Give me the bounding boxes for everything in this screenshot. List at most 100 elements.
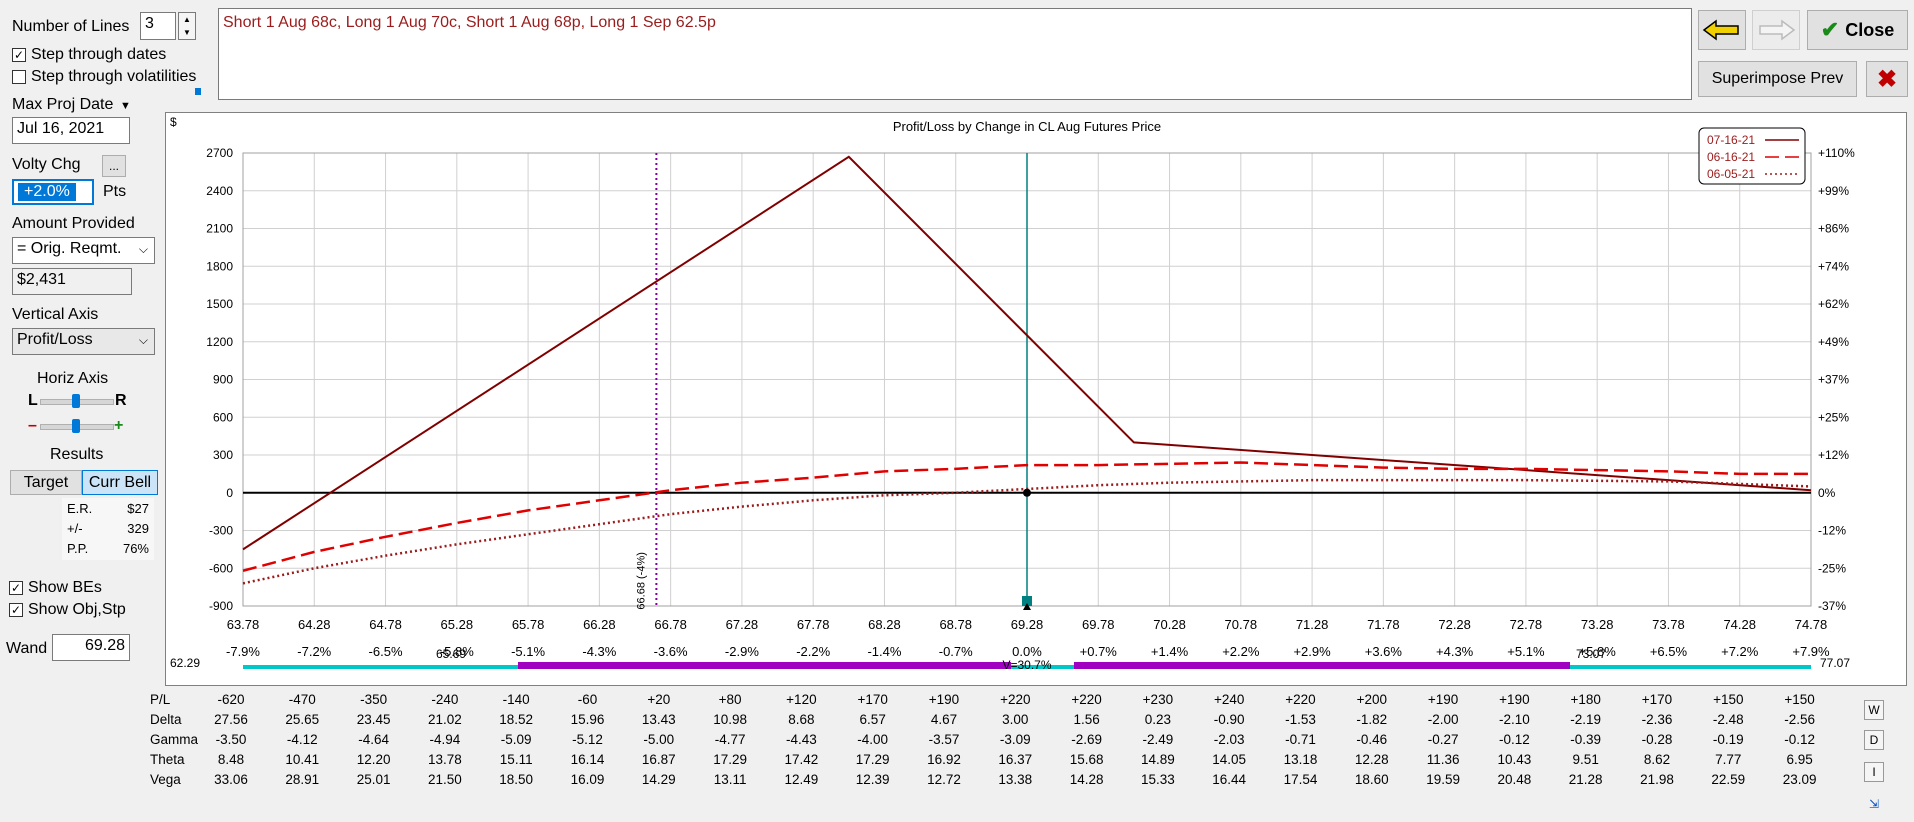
y2-tick-label: -25% [1818,561,1846,575]
table-cell: 23.45 [356,712,391,727]
slider-thumb[interactable] [72,419,80,433]
side-button-i[interactable]: I [1864,762,1884,782]
table-cell: -4.43 [786,732,817,747]
table-cell: 15.96 [570,712,605,727]
amount-select[interactable]: = Orig. Reqmt. ⌵ [12,237,155,264]
amount-value: $2,431 [12,268,132,295]
x-tick-label: 71.78 [1367,617,1400,632]
table-cell: -3.57 [928,732,960,747]
table-cell: 3.00 [1002,712,1029,727]
series-line-06-16-21 [242,461,1811,572]
x-pct-tick-label: -7.2% [297,644,331,659]
x-pct-tick-label: -3.6% [654,644,688,659]
table-cell: -140 [502,692,530,707]
y-tick-label: 2700 [206,146,233,160]
x-tick-label: 66.78 [654,617,687,632]
show-obj-checkbox[interactable]: ✓ [9,603,23,617]
y2-tick-label: -12% [1818,524,1846,538]
close-button[interactable]: ✔ Close [1807,10,1908,50]
x-tick-label: 73.28 [1581,617,1614,632]
y2-tick-label: +25% [1818,410,1849,424]
table-cell: +240 [1213,692,1245,707]
step-dates-checkbox[interactable]: ✓ [12,48,26,62]
table-cell: 28.91 [285,772,320,787]
er-value: $27 [127,501,149,516]
table-cell: 12.20 [356,752,391,767]
table-cell: 13.11 [713,772,747,787]
back-button[interactable] [1698,10,1746,50]
table-cell: -2.56 [1784,712,1815,727]
x-pct-tick-label: +6.5% [1650,644,1688,659]
breakeven-label: 66.68 (-4%) [635,552,647,609]
table-cell: 16.37 [998,752,1033,767]
table-cell: +150 [1713,692,1744,707]
chevron-down-icon: ⌵ [138,242,148,256]
y-tick-label: 2400 [206,184,233,198]
superimpose-prev-button[interactable]: Superimpose Prev [1698,61,1857,97]
resize-handle[interactable] [190,88,212,98]
x-tick-label: 71.28 [1296,617,1329,632]
x-tick-label: 65.78 [512,617,545,632]
export-icon[interactable]: ⇲ [1868,797,1880,811]
table-cell: 6.95 [1786,752,1813,767]
table-cell: -2.49 [1142,732,1174,747]
table-cell: 12.49 [784,772,819,787]
wand-input[interactable]: 69.28 [52,634,130,661]
check-icon: ✔ [1820,17,1840,42]
x-pct-tick-label: -6.5% [369,644,403,659]
table-cell: -4.00 [857,732,889,747]
forward-button[interactable] [1752,10,1800,50]
table-cell: -350 [360,692,388,707]
table-cell: -1.82 [1356,712,1388,727]
table-cell: 27.56 [214,712,248,727]
table-cell: +190 [1427,692,1459,707]
volty-input[interactable]: +2.0% [12,179,94,205]
table-cell: 21.02 [427,712,462,727]
x-pct-tick-label: -0.7% [939,644,973,659]
x-pct-tick-label: +7.2% [1721,644,1759,659]
curr-bell-button[interactable]: Curr Bell [82,470,158,495]
max-proj-dropdown-icon[interactable]: ▼ [120,100,131,112]
position-text-box[interactable]: Short 1 Aug 68c, Long 1 Aug 70c, Short 1… [218,8,1692,100]
x-pct-tick-label: -5.8% [440,644,474,659]
row-header: Gamma [150,732,199,747]
step-vols-checkbox[interactable] [12,70,26,84]
table-cell: +220 [1071,692,1102,707]
side-button-w[interactable]: W [1864,700,1884,720]
table-cell: -2.36 [1641,712,1673,727]
profit-loss-chart[interactable]: Profit/Loss by Change in CL Aug Futures … [165,112,1907,686]
num-lines-spinner[interactable]: ▲ ▼ [178,12,196,40]
table-cell: +120 [786,692,817,707]
y2-tick-label: 0% [1818,486,1836,500]
target-button[interactable]: Target [10,470,82,495]
table-cell: -470 [288,692,316,707]
vaxis-select[interactable]: Profit/Loss ⌵ [12,328,155,355]
x-tick-label: 67.78 [797,617,830,632]
y-tick-label: -900 [209,599,233,613]
table-cell: 14.28 [1069,772,1104,787]
band-purple-left [518,662,1011,669]
delete-button[interactable]: ✖ [1866,61,1908,97]
side-button-d[interactable]: D [1864,730,1884,750]
table-cell: 17.29 [855,752,890,767]
table-cell: 13.78 [427,752,462,767]
haxis-zoom-slider[interactable] [40,419,114,433]
haxis-lr-slider[interactable] [40,394,114,408]
max-proj-label[interactable]: Max Proj Date [12,96,114,113]
num-lines-input[interactable]: 3 [140,12,176,40]
x-tick-label: 68.28 [868,617,901,632]
table-cell: +220 [1285,692,1316,707]
table-cell: -5.12 [572,732,603,747]
series-line-07-16-21 [242,155,1812,551]
band-inner-right-label: 73.07 [1576,647,1606,661]
table-cell: -3.50 [215,732,247,747]
slider-thumb[interactable] [72,394,80,408]
table-cell: 15.33 [1140,772,1175,787]
x-tick-label: 74.78 [1795,617,1828,632]
volty-ellipsis-button[interactable]: ... [102,155,126,177]
table-cell: 21.98 [1640,772,1674,787]
show-bes-checkbox[interactable]: ✓ [9,581,23,595]
max-proj-input[interactable]: Jul 16, 2021 [12,117,130,144]
y2-tick-label: +86% [1818,222,1849,236]
num-lines-label: Number of Lines [12,18,130,35]
